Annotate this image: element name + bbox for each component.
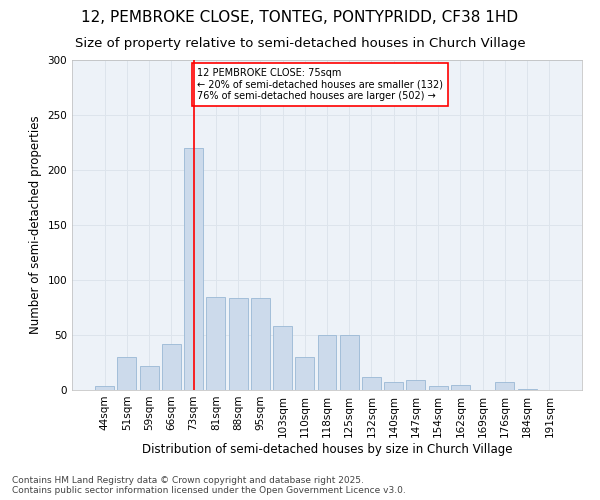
- Bar: [251, 298, 270, 390]
- Bar: [162, 344, 181, 390]
- Bar: [206, 296, 225, 390]
- Text: 12 PEMBROKE CLOSE: 75sqm
← 20% of semi-detached houses are smaller (132)
76% of : 12 PEMBROKE CLOSE: 75sqm ← 20% of semi-d…: [197, 68, 443, 101]
- Bar: [406, 380, 425, 390]
- X-axis label: Distribution of semi-detached houses by size in Church Village: Distribution of semi-detached houses by …: [142, 442, 512, 456]
- Text: 12, PEMBROKE CLOSE, TONTEG, PONTYPRIDD, CF38 1HD: 12, PEMBROKE CLOSE, TONTEG, PONTYPRIDD, …: [82, 10, 518, 25]
- Bar: [140, 366, 158, 390]
- Bar: [496, 382, 514, 390]
- Bar: [384, 382, 403, 390]
- Bar: [118, 357, 136, 390]
- Bar: [273, 326, 292, 390]
- Bar: [229, 298, 248, 390]
- Bar: [451, 384, 470, 390]
- Bar: [362, 377, 381, 390]
- Bar: [340, 335, 359, 390]
- Bar: [518, 389, 536, 390]
- Bar: [295, 357, 314, 390]
- Bar: [95, 386, 114, 390]
- Bar: [429, 386, 448, 390]
- Text: Size of property relative to semi-detached houses in Church Village: Size of property relative to semi-detach…: [74, 38, 526, 51]
- Y-axis label: Number of semi-detached properties: Number of semi-detached properties: [29, 116, 42, 334]
- Text: Contains HM Land Registry data © Crown copyright and database right 2025.
Contai: Contains HM Land Registry data © Crown c…: [12, 476, 406, 495]
- Bar: [317, 335, 337, 390]
- Bar: [184, 148, 203, 390]
